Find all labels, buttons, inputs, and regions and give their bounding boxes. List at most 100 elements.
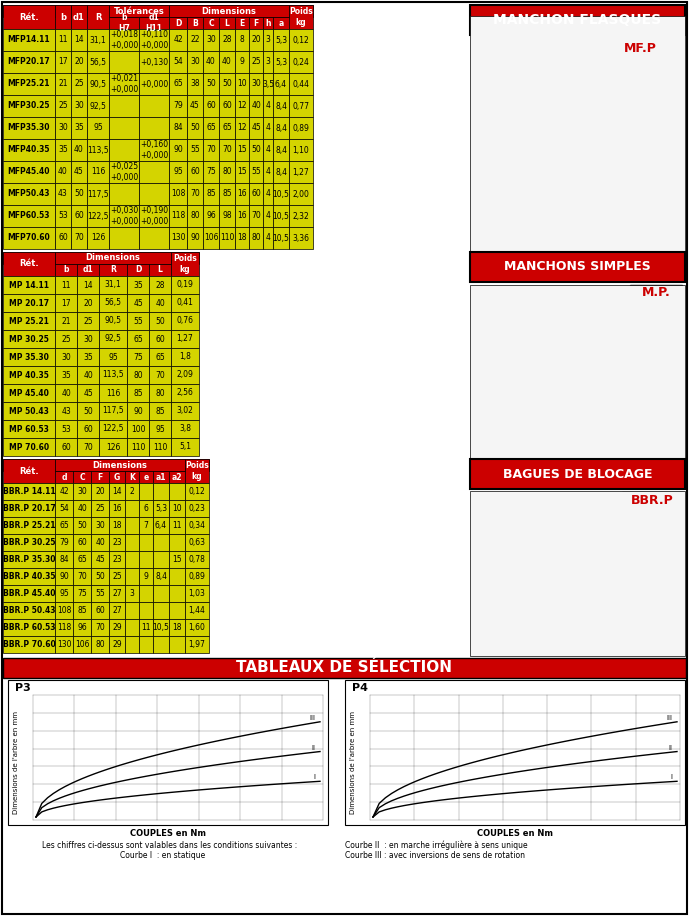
Text: 106: 106 [74,640,90,649]
Bar [87,95,109,117]
Text: 30: 30 [95,521,105,530]
Text: 60: 60 [222,102,232,111]
Text: 8,4: 8,4 [155,572,167,581]
Bar [99,276,127,294]
Text: 0,89: 0,89 [293,124,309,133]
Bar [219,227,235,249]
Bar [55,95,71,117]
Text: Rét.: Rét. [19,13,39,21]
Text: 0,12: 0,12 [293,36,309,45]
Bar [139,117,169,139]
Text: 27: 27 [112,606,122,615]
Text: 0,44: 0,44 [293,80,309,89]
Text: 20: 20 [95,487,105,496]
Text: 85: 85 [155,407,165,416]
Bar [77,264,99,276]
Text: 56,5: 56,5 [105,299,121,308]
Bar [263,117,273,139]
Bar [3,517,55,534]
Bar [187,139,203,161]
Bar [263,139,273,161]
Bar [249,183,263,205]
Text: 85: 85 [206,190,216,199]
Text: 14: 14 [83,280,93,289]
Text: 60: 60 [61,442,71,452]
Bar [73,483,91,500]
Text: 11: 11 [59,36,68,45]
Text: 5,3: 5,3 [275,36,287,45]
Bar [185,636,209,653]
Text: 40: 40 [95,538,105,547]
Bar [3,312,55,330]
Bar [125,483,139,500]
Bar [187,227,203,249]
Bar [71,73,87,95]
Bar [630,285,682,301]
Bar [169,500,185,517]
Text: Courbe I  : en statique: Courbe I : en statique [120,850,205,859]
Text: L: L [158,266,163,275]
Bar [139,227,169,249]
Bar [139,29,169,51]
Text: 117,5: 117,5 [88,190,109,199]
Text: 65: 65 [155,353,165,362]
Text: 25: 25 [61,334,71,344]
Bar [109,551,125,568]
Text: 0,24: 0,24 [293,58,309,67]
Text: 4: 4 [265,190,271,199]
Bar [73,517,91,534]
Bar [109,183,139,205]
Bar [109,117,139,139]
Text: a1: a1 [156,473,166,482]
Bar [55,227,71,249]
Bar [87,5,109,29]
Bar [3,384,55,402]
Bar [99,264,127,276]
Text: Rét.: Rét. [19,466,39,475]
Bar [77,276,99,294]
Bar [219,95,235,117]
Text: 18: 18 [112,521,122,530]
Bar [55,517,73,534]
Bar [139,471,153,483]
Bar [55,5,71,29]
Bar [109,602,125,619]
Bar [125,619,139,636]
Text: 65: 65 [173,80,183,89]
Text: 21: 21 [59,80,68,89]
Bar [263,17,273,29]
Bar [149,366,171,384]
Text: 30: 30 [206,36,216,45]
Bar [3,51,55,73]
Bar [55,402,77,420]
Text: 35: 35 [83,353,93,362]
Bar [3,95,55,117]
Bar [289,117,313,139]
Bar [55,420,77,438]
Bar [249,51,263,73]
Text: 108: 108 [56,606,71,615]
Text: 55: 55 [133,317,143,325]
Text: 84: 84 [59,555,69,564]
Text: 90: 90 [133,407,143,416]
Text: 8,4: 8,4 [275,102,287,111]
Bar [3,330,55,348]
Bar [203,29,219,51]
Text: 8: 8 [240,36,245,45]
Bar [73,551,91,568]
Bar [169,568,185,585]
Text: MP 50.43: MP 50.43 [9,407,49,416]
Text: 10,5: 10,5 [273,212,289,221]
Bar [171,402,199,420]
Text: 14: 14 [74,36,84,45]
Bar [273,95,289,117]
Text: 2,32: 2,32 [293,212,309,221]
Text: D: D [135,266,141,275]
Text: 21: 21 [61,317,71,325]
Bar [249,227,263,249]
Bar [219,139,235,161]
Bar [185,459,209,483]
Bar [235,95,249,117]
Text: +0,160
+0,000: +0,160 +0,000 [140,140,168,159]
Bar [127,276,149,294]
